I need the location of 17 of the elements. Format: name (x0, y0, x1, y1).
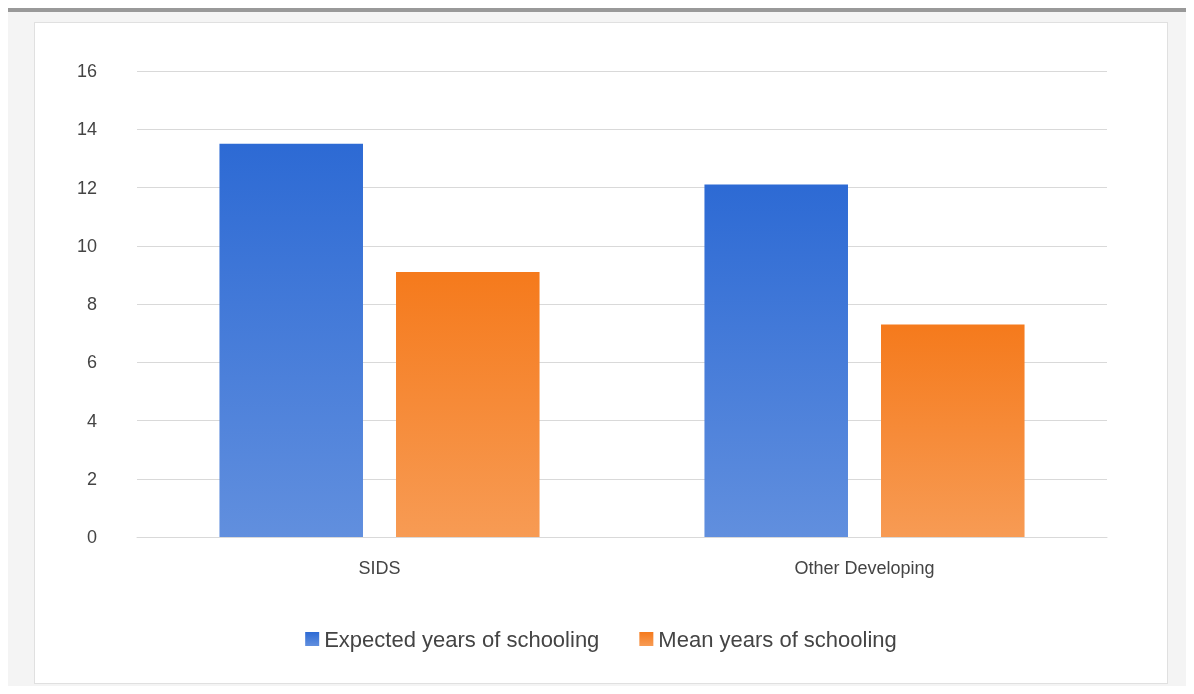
y-tick-label: 16 (76, 61, 97, 81)
bar (881, 324, 1025, 537)
bar (396, 271, 540, 537)
y-tick-label: 4 (86, 410, 97, 431)
y-tick-label: 2 (86, 468, 97, 489)
y-tick-label: 6 (86, 352, 97, 373)
y-tick-label: 12 (76, 177, 97, 198)
legend-label: Expected years of schooling (324, 626, 600, 652)
x-tick-label: SIDS (358, 558, 401, 578)
bar (219, 143, 363, 537)
bar (704, 184, 848, 537)
y-tick-label: 8 (86, 294, 97, 314)
y-tick-label: 10 (76, 235, 97, 256)
legend-label: Mean years of schooling (658, 626, 897, 652)
y-tick-label: 14 (76, 119, 97, 140)
x-tick-label: Other Developing (794, 558, 935, 578)
y-tick-label: 0 (86, 527, 97, 547)
